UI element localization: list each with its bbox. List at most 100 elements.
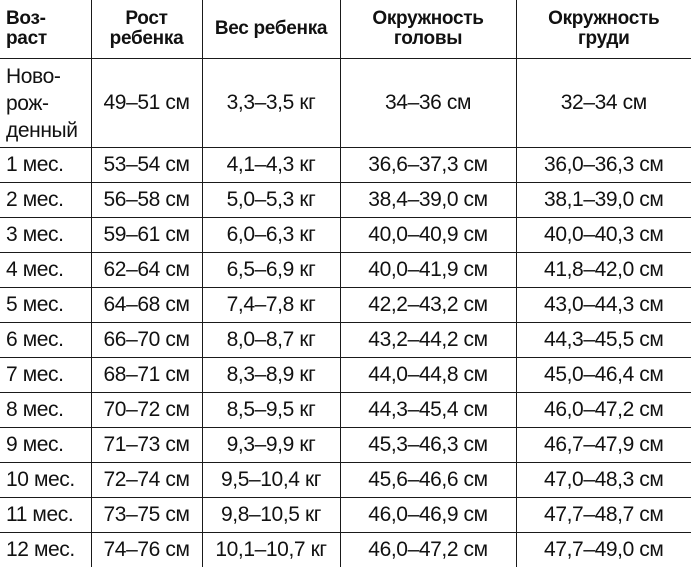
cell-chest-circumference: 46,0–47,2 см bbox=[515, 392, 691, 428]
table-row: 3 мес. 59–61 см 6,0–6,3 кг 40,0–40,9 см 40,0… bbox=[0, 217, 691, 253]
cell-chest-circumference: 43,0–44,3 см bbox=[515, 287, 691, 323]
cell-age-text: 1 мес. bbox=[6, 153, 64, 176]
cell-age: 11 мес. bbox=[0, 497, 92, 533]
cell-head-circumference: 45,3–46,3 см bbox=[339, 427, 517, 463]
cell-age: 6 мес. bbox=[0, 322, 92, 358]
table-row: 1 мес. 53–54 см 4,1–4,3 кг 36,6–37,3 см 36,0… bbox=[0, 147, 691, 183]
cell-head-circumference: 43,2–44,2 см bbox=[339, 322, 517, 358]
cell-weight: 6,5–6,9 кг bbox=[201, 252, 341, 288]
cell-weight: 5,0–5,3 кг bbox=[201, 182, 341, 218]
header-weight-line: Вес ребенка bbox=[214, 18, 328, 39]
cell-age: 1 мес. bbox=[0, 147, 92, 183]
cell-head-circumference: 44,0–44,8 см bbox=[339, 357, 517, 393]
cell-weight: 8,3–8,9 кг bbox=[201, 357, 341, 393]
cell-age-text: Ново- bbox=[6, 64, 61, 88]
cell-weight: 9,3–9,9 кг bbox=[201, 427, 341, 463]
cell-height: 49–51 см bbox=[90, 58, 203, 148]
cell-age-text: 9 мес. bbox=[6, 433, 64, 456]
cell-weight: 6,0–6,3 кг bbox=[201, 217, 341, 253]
cell-head-circumference: 46,0–46,9 см bbox=[339, 497, 517, 533]
cell-head-circumference: 42,2–43,2 см bbox=[339, 287, 517, 323]
cell-chest-circumference: 41,8–42,0 см bbox=[515, 252, 691, 288]
cell-age-text: рож- bbox=[6, 91, 49, 115]
cell-head-circumference: 38,4–39,0 см bbox=[339, 182, 517, 218]
header-height-line: Рост bbox=[125, 8, 168, 29]
cell-age-text: 3 мес. bbox=[6, 223, 64, 246]
table-row: 10 мес. 72–74 см 9,5–10,4 кг 45,6–46,6 см 47… bbox=[0, 462, 691, 498]
cell-chest-circumference: 47,7–49,0 см bbox=[515, 532, 691, 567]
cell-chest-circumference: 40,0–40,3 см bbox=[515, 217, 691, 253]
header-chest-circumference: Окружность груди bbox=[515, 0, 691, 59]
cell-age: Ново-рож-денный bbox=[0, 58, 92, 148]
cell-height: 62–64 см bbox=[90, 252, 203, 288]
cell-height: 74–76 см bbox=[90, 532, 203, 567]
header-head-line: Окружность bbox=[372, 8, 484, 29]
header-row: Воз- раст Рост ребенка Вес ребенка Окруж… bbox=[0, 0, 691, 59]
cell-age-text: 7 мес. bbox=[6, 363, 64, 386]
cell-height: 59–61 см bbox=[90, 217, 203, 253]
cell-height: 72–74 см bbox=[90, 462, 203, 498]
cell-age-text: 10 мес. bbox=[6, 468, 75, 491]
cell-height: 64–68 см bbox=[90, 287, 203, 323]
cell-chest-circumference: 45,0–46,4 см bbox=[515, 357, 691, 393]
cell-weight: 9,5–10,4 кг bbox=[201, 462, 341, 498]
cell-age-text: 11 мес. bbox=[6, 503, 74, 526]
cell-chest-circumference: 32–34 см bbox=[515, 58, 691, 148]
cell-chest-circumference: 46,7–47,9 см bbox=[515, 427, 691, 463]
header-age-line: Воз- bbox=[6, 8, 46, 29]
cell-age-text: 12 мес. bbox=[6, 538, 75, 561]
table-body: Ново-рож-денный 49–51 см 3,3–3,5 кг 34–36 с… bbox=[0, 58, 691, 567]
table-row: 5 мес. 64–68 см 7,4–7,8 кг 42,2–43,2 см 43,0… bbox=[0, 287, 691, 323]
cell-weight: 4,1–4,3 кг bbox=[201, 147, 341, 183]
cell-age-text: 8 мес. bbox=[6, 398, 64, 421]
table-row: 6 мес. 66–70 см 8,0–8,7 кг 43,2–44,2 см 44,3… bbox=[0, 322, 691, 358]
table-row: 11 мес. 73–75 см 9,8–10,5 кг 46,0–46,9 см 47… bbox=[0, 497, 691, 533]
cell-age: 5 мес. bbox=[0, 287, 92, 323]
cell-age: 9 мес. bbox=[0, 427, 92, 463]
table-row: Ново-рож-денный 49–51 см 3,3–3,5 кг 34–36 с… bbox=[0, 58, 691, 148]
cell-height: 56–58 см bbox=[90, 182, 203, 218]
cell-age-text: денный bbox=[6, 118, 78, 142]
cell-head-circumference: 36,6–37,3 см bbox=[339, 147, 517, 183]
cell-age: 2 мес. bbox=[0, 182, 92, 218]
cell-age: 8 мес. bbox=[0, 392, 92, 428]
cell-age: 12 мес. bbox=[0, 532, 92, 567]
cell-age: 3 мес. bbox=[0, 217, 92, 253]
cell-weight: 3,3–3,5 кг bbox=[201, 58, 341, 148]
header-height-line: ребенка bbox=[109, 28, 184, 49]
cell-height: 73–75 см bbox=[90, 497, 203, 533]
cell-head-circumference: 40,0–40,9 см bbox=[339, 217, 517, 253]
cell-age: 7 мес. bbox=[0, 357, 92, 393]
cell-weight: 10,1–10,7 кг bbox=[201, 532, 341, 567]
cell-height: 68–71 см bbox=[90, 357, 203, 393]
table-row: 8 мес. 70–72 см 8,5–9,5 кг 44,3–45,4 см 46,0… bbox=[0, 392, 691, 428]
header-weight: Вес ребенка bbox=[201, 0, 341, 59]
cell-chest-circumference: 47,7–48,7 см bbox=[515, 497, 691, 533]
cell-age-text: 2 мес. bbox=[6, 188, 64, 211]
cell-head-circumference: 40,0–41,9 см bbox=[339, 252, 517, 288]
header-chest-line: груди bbox=[577, 28, 630, 49]
cell-head-circumference: 44,3–45,4 см bbox=[339, 392, 517, 428]
table-row: 7 мес. 68–71 см 8,3–8,9 кг 44,0–44,8 см 45,0… bbox=[0, 357, 691, 393]
cell-head-circumference: 46,0–47,2 см bbox=[339, 532, 517, 567]
cell-head-circumference: 34–36 см bbox=[339, 58, 517, 148]
cell-height: 66–70 см bbox=[90, 322, 203, 358]
table-row: 12 мес. 74–76 см 10,1–10,7 кг 46,0–47,2 см 4… bbox=[0, 532, 691, 567]
cell-age-text: 6 мес. bbox=[6, 328, 64, 351]
cell-age: 10 мес. bbox=[0, 462, 92, 498]
cell-age-text: 5 мес. bbox=[6, 293, 64, 316]
header-age-line: раст bbox=[6, 28, 47, 49]
cell-height: 53–54 см bbox=[90, 147, 203, 183]
header-head-circumference: Окружность головы bbox=[339, 0, 517, 59]
cell-age: 4 мес. bbox=[0, 252, 92, 288]
header-head-line: головы bbox=[393, 28, 463, 49]
table-row: 4 мес. 62–64 см 6,5–6,9 кг 40,0–41,9 см 41,8… bbox=[0, 252, 691, 288]
cell-chest-circumference: 47,0–48,3 см bbox=[515, 462, 691, 498]
cell-weight: 8,0–8,7 кг bbox=[201, 322, 341, 358]
cell-chest-circumference: 38,1–39,0 см bbox=[515, 182, 691, 218]
cell-weight: 9,8–10,5 кг bbox=[201, 497, 341, 533]
header-height: Рост ребенка bbox=[90, 0, 203, 59]
cell-height: 70–72 см bbox=[90, 392, 203, 428]
table-row: 9 мес. 71–73 см 9,3–9,9 кг 45,3–46,3 см 46,7… bbox=[0, 427, 691, 463]
